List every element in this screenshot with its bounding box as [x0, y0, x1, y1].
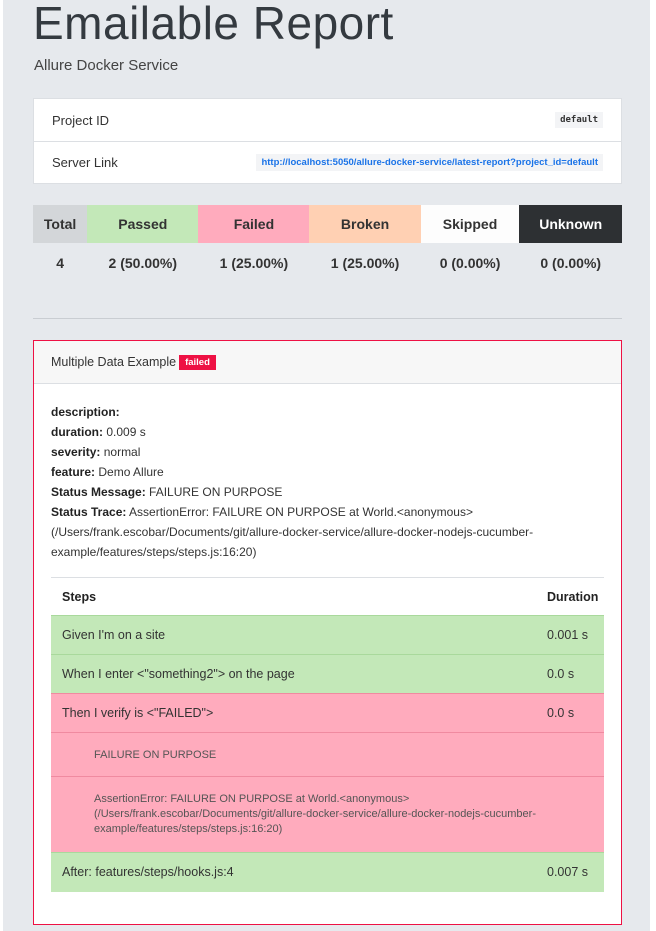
stat-value-passed: 2 (50.00%) — [108, 255, 178, 271]
step-row: Then I verify is <"FAILED"> 0.0 s — [51, 693, 604, 733]
page-subtitle: Allure Docker Service — [34, 57, 179, 74]
stat-header-broken: Broken — [309, 205, 421, 243]
test-card-header: Multiple Data Example failed — [34, 341, 621, 384]
project-id-row: Project ID default — [34, 99, 621, 141]
step-duration: 0.0 s — [536, 693, 604, 733]
stats-table: Total Passed Failed Broken Skipped Unknown 4 2 … — [33, 205, 622, 283]
step-trace: AssertionError: FAILURE ON PURPOSE at Wo… — [51, 776, 604, 853]
stat-value-broken: 1 (25.00%) — [330, 255, 400, 271]
feature-value: Demo Allure — [98, 465, 164, 479]
divider — [33, 318, 622, 319]
duration-label: duration: — [51, 425, 103, 439]
stat-value-skipped: 0 (0.00%) — [439, 255, 501, 271]
step-message-row: FAILURE ON PURPOSE — [51, 732, 604, 777]
stat-header-passed: Passed — [87, 205, 199, 243]
stat-header-unknown: Unknown — [519, 205, 622, 243]
status-message-label: Status Message: — [51, 485, 146, 499]
step-row: After: features/steps/hooks.js:4 0.007 s — [51, 852, 604, 892]
stat-value-failed: 1 (25.00%) — [219, 255, 289, 271]
severity-label: severity: — [51, 445, 101, 459]
step-duration: 0.001 s — [536, 615, 604, 655]
step-row: When I enter <"something2"> on the page 0… — [51, 654, 604, 694]
steps-table: Steps Duration Given I'm on a site 0.001 s… — [51, 577, 604, 892]
server-link[interactable]: http://localhost:5050/allure-docker-serv… — [256, 154, 603, 171]
project-id-value: default — [555, 112, 603, 128]
project-id-label: Project ID — [52, 112, 110, 128]
step-duration: 0.0 s — [536, 654, 604, 694]
severity-value: normal — [103, 445, 141, 459]
info-table: Project ID default Server Link http://loca… — [33, 98, 622, 184]
stat-value-total: 4 — [56, 255, 65, 271]
status-message-value: FAILURE ON PURPOSE — [149, 485, 283, 499]
stat-header-total: Total — [33, 205, 88, 243]
duration-value: 0.009 s — [106, 425, 146, 439]
stat-value-unknown: 0 (0.00%) — [540, 255, 602, 271]
server-link-row: Server Link http://localhost:5050/allure-… — [34, 141, 621, 183]
status-trace-value: AssertionError: FAILURE ON PURPOSE at Wo… — [51, 505, 534, 559]
feature-label: feature: — [51, 465, 96, 479]
step-duration: 0.007 s — [536, 852, 604, 892]
status-badge: failed — [179, 354, 216, 370]
description-label: description: — [51, 405, 120, 419]
step-name: After: features/steps/hooks.js:4 — [51, 852, 536, 892]
step-trace-row: AssertionError: FAILURE ON PURPOSE at Wo… — [51, 776, 604, 853]
status-trace-label: Status Trace: — [51, 505, 127, 519]
page-title: Emailable Report — [33, 0, 394, 49]
step-row: Given I'm on a site 0.001 s — [51, 615, 604, 655]
step-name: When I enter <"something2"> on the page — [51, 654, 536, 694]
server-link-label: Server Link — [52, 155, 118, 170]
step-name: Then I verify is <"FAILED"> — [51, 693, 536, 733]
step-message: FAILURE ON PURPOSE — [51, 732, 604, 777]
stat-header-failed: Failed — [198, 205, 310, 243]
stat-header-skipped: Skipped — [420, 205, 520, 243]
duration-header: Duration — [536, 577, 604, 616]
test-card: Multiple Data Example failed description:… — [33, 340, 622, 925]
test-meta: description: duration: 0.009 s severity:… — [34, 384, 621, 562]
step-name: Given I'm on a site — [51, 615, 536, 655]
report-page: Emailable Report Allure Docker Service P… — [3, 0, 650, 931]
steps-header: Steps — [51, 577, 536, 616]
test-name: Multiple Data Example — [51, 355, 177, 369]
